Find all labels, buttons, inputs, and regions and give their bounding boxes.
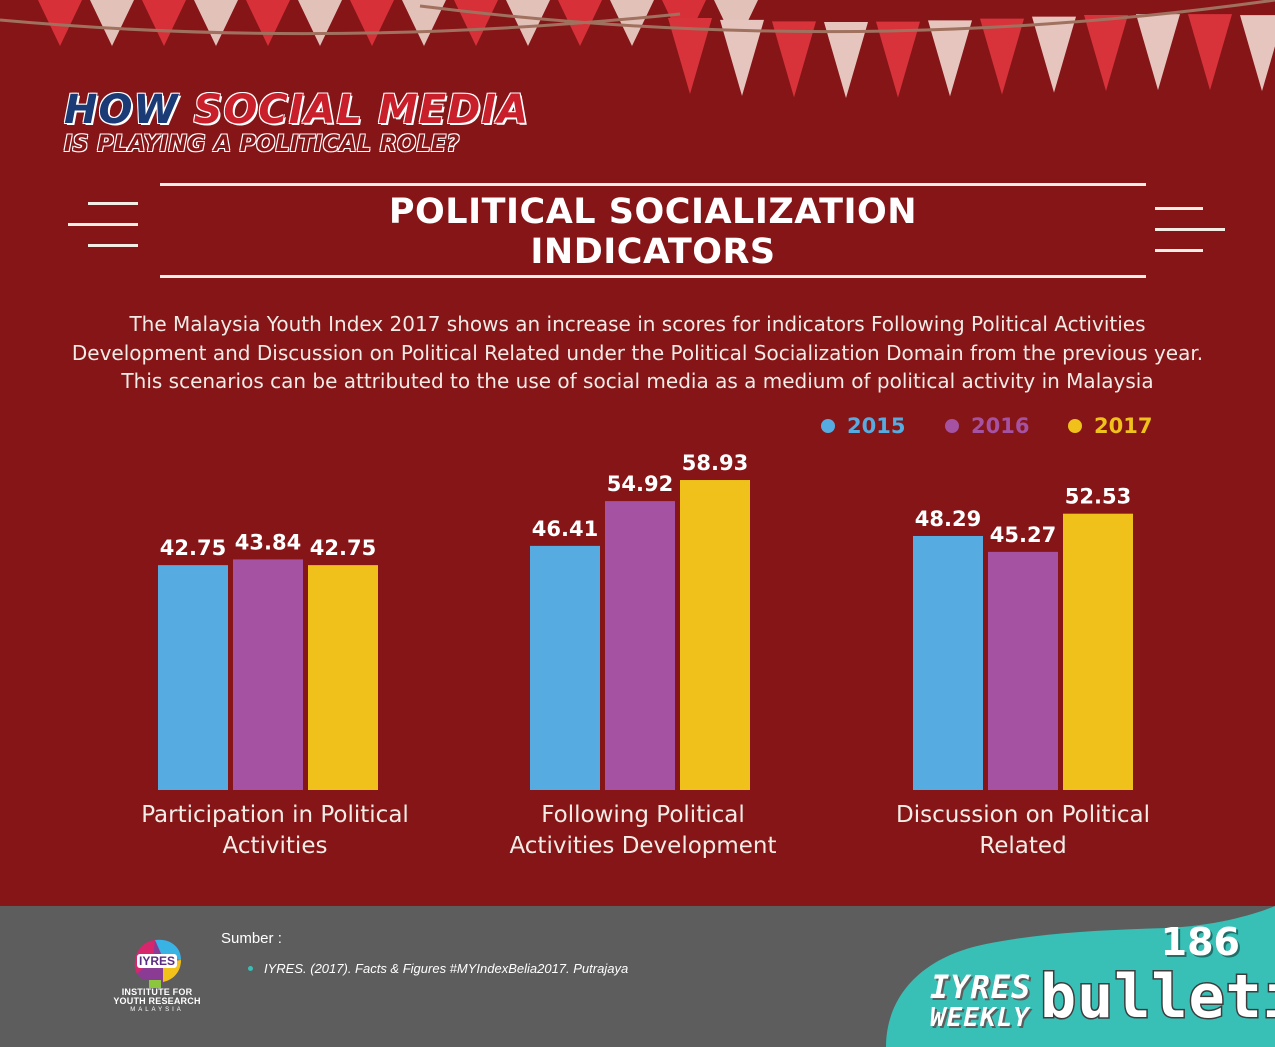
deco-lines-left-3: [88, 244, 138, 247]
pennant-flag: [1240, 15, 1275, 92]
logo-line2: YOUTH RESEARCH: [113, 996, 201, 1006]
category-label-line: Participation in Political: [141, 802, 409, 828]
pennant-flag: [772, 21, 816, 98]
brand-iyres: IYRES: [930, 968, 1032, 1006]
deco-lines-right-1: [1155, 207, 1203, 210]
section-title-line2: INDICATORS: [530, 232, 776, 272]
deco-lines-right-2: [1155, 228, 1225, 231]
data-label: 58.93: [682, 451, 748, 475]
category-label-discussion: Discussion on Political Related: [853, 800, 1193, 862]
bar-2015: [530, 545, 600, 790]
legend-marker-2016: [945, 419, 959, 433]
bar-2015: [158, 565, 228, 790]
legend-marker-2015: [821, 419, 835, 433]
bar-2017: [308, 565, 378, 790]
logo-line3: MALAYSIA: [130, 1007, 184, 1013]
bar-2017: [1063, 513, 1133, 790]
pennant-flag: [610, 0, 654, 46]
pennant-flag: [298, 0, 342, 46]
pennant-flag: [454, 0, 498, 46]
pennant-flag: [876, 21, 920, 98]
iyres-logo: IYRES INSTITUTE FOR YOUTH RESEARCH MALAY…: [112, 932, 202, 1013]
hero-subtitle: IS PLAYING A POLITICAL ROLE?: [64, 132, 460, 157]
data-label: 42.75: [310, 536, 376, 560]
title-rule-bottom: [160, 275, 1146, 278]
pennant-flag: [506, 0, 550, 46]
issue-number: 186: [1160, 920, 1240, 964]
category-label-line: Related: [979, 833, 1067, 859]
bar-2016: [605, 501, 675, 790]
legend-marker-2017: [1068, 419, 1082, 433]
pennant-flag: [668, 18, 712, 94]
source-reference: IYRES. (2017). Facts & Figures #MYIndexB…: [264, 961, 629, 976]
section-title: POLITICAL SOCIALIZATION INDICATORS: [160, 192, 1146, 272]
legend-label-2017: 2017: [1094, 414, 1152, 438]
bullet-icon: [248, 966, 253, 971]
bar-2016: [988, 551, 1058, 790]
pennant-flag: [928, 20, 972, 97]
title-rule-top: [160, 183, 1146, 186]
deco-lines-left-1: [88, 202, 138, 205]
description-line3: This scenarios can be attributed to the …: [121, 369, 1154, 393]
pennant-flag: [1084, 14, 1128, 91]
deco-lines-left-2: [68, 223, 138, 226]
pennant-flag: [38, 0, 82, 46]
iyres-logo-icon: IYRES: [134, 939, 181, 988]
category-label-line: Discussion on Political: [895, 802, 1151, 828]
pennant-flag: [90, 0, 134, 46]
pennant-flag: [980, 18, 1024, 95]
brand-bulletin: bulletin: [1039, 961, 1275, 1034]
hero-title-how: HOW: [64, 87, 179, 133]
category-label-line: Activities: [222, 833, 328, 859]
bar-2015: [913, 535, 983, 790]
pennant-flag: [720, 19, 764, 96]
bar-2017: [680, 480, 750, 790]
pennant-flag: [194, 0, 238, 46]
data-label: 54.92: [607, 472, 673, 496]
pennant-flag: [824, 21, 868, 98]
source-label: Sumber :: [221, 930, 282, 947]
legend-label-2016: 2016: [971, 414, 1029, 438]
description: The Malaysia Youth Index 2017 shows an i…: [30, 310, 1245, 396]
hero-title: HOW SOCIAL MEDIA IS PLAYING A POLITICAL …: [64, 88, 529, 158]
pennant-flag: [350, 0, 394, 46]
pennant-flag: [402, 0, 446, 46]
logo-wordmark: IYRES: [139, 954, 175, 968]
data-label: 48.29: [915, 507, 981, 531]
data-label: 42.75: [160, 536, 226, 560]
data-label: 45.27: [990, 523, 1056, 547]
description-line2: Development and Discussion on Political …: [71, 340, 1204, 365]
category-label-following: Following Political Activities Developme…: [473, 800, 813, 862]
bar-chart: 2015 2016 2017 42.75 43.84 42.75 46.41 54.92 58.…: [158, 414, 1152, 790]
description-line1: The Malaysia Youth Index 2017 shows an i…: [129, 312, 1146, 336]
logo-line1: INSTITUTE FOR: [121, 987, 193, 997]
data-label: 43.84: [235, 530, 301, 554]
pennant-flag: [1136, 14, 1180, 91]
pennant-flag: [1188, 14, 1232, 91]
bunting-decoration: [0, 0, 1275, 98]
legend-label-2015: 2015: [847, 414, 905, 438]
section-title-line1: POLITICAL SOCIALIZATION: [388, 192, 918, 232]
bunting-rope: [419, 0, 1275, 34]
data-label: 46.41: [532, 517, 598, 541]
pennant-flag: [142, 0, 186, 46]
data-label: 52.53: [1065, 485, 1131, 509]
category-label-line: Activities Development: [509, 833, 777, 859]
bar-2016: [233, 559, 303, 790]
category-label-line: Following Political: [541, 802, 745, 828]
bulletin-badge: [886, 906, 1275, 1047]
hero-title-social-media: SOCIAL MEDIA: [193, 87, 530, 133]
category-label-participation: Participation in Political Activities: [105, 800, 445, 862]
pennant-flag: [1032, 16, 1076, 93]
deco-lines-right-3: [1155, 249, 1203, 252]
pennant-flag: [246, 0, 290, 46]
brand-weekly: WEEKLY: [930, 1003, 1030, 1033]
